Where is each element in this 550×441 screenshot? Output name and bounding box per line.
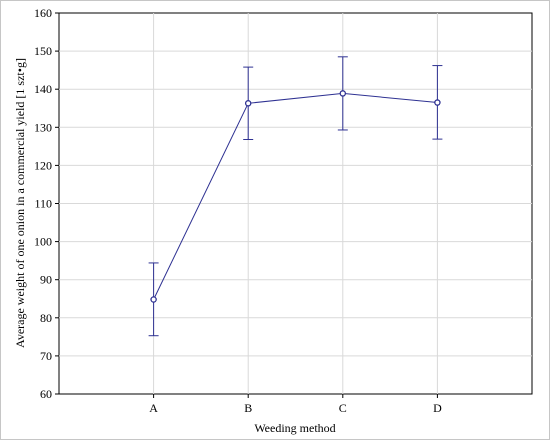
x-tick-label: A [149,401,158,415]
y-tick-label: 90 [40,273,52,287]
x-tick-label: C [339,401,347,415]
data-points [150,90,441,303]
y-tick-label: 160 [34,6,52,20]
y-tick-label: 60 [40,387,52,401]
y-axis-title: Average weight of one onion in a commerc… [13,58,27,348]
data-point [244,100,252,107]
y-tick-label: 140 [34,82,52,96]
y-tick-label: 130 [34,120,52,134]
y-tick-label: 70 [40,349,52,363]
y-tick-label: 120 [34,158,52,172]
y-tick-label: 150 [34,44,52,58]
y-tick-label: 100 [34,235,52,249]
data-point [150,296,157,303]
series-lines [153,92,438,300]
data-point [434,99,441,106]
series-line [153,92,438,300]
x-tick-label: B [244,401,252,415]
x-axis-title: Weeding method [254,421,335,435]
x-tick-label: D [433,401,442,415]
y-axis: 60 70 80 90 100 110 120 130 140 150 160 [34,6,59,401]
y-tick-label: 110 [34,197,52,211]
data-point [339,90,347,97]
y-tick-label: 80 [40,311,52,325]
x-axis: A B C D [149,394,442,415]
